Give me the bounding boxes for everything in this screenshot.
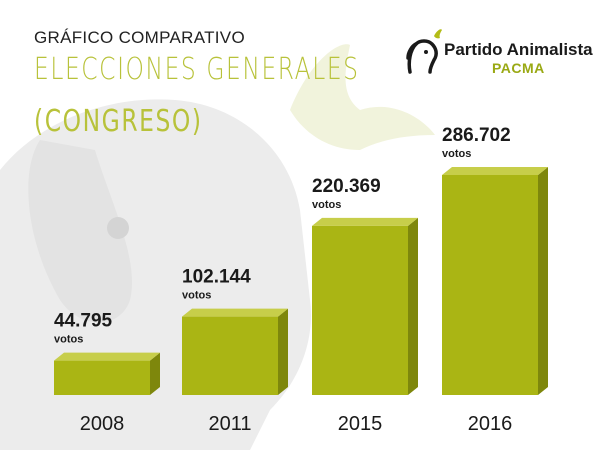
chart-title-line2: (CONGRESO) (34, 104, 203, 139)
bar-top-2015 (312, 217, 418, 226)
bar-unit-label: votos (442, 148, 471, 160)
logo-name: Partido Animalista (444, 40, 593, 59)
bar-top-2011 (182, 308, 288, 317)
bar-top-2008 (54, 352, 160, 361)
bar-unit-label: votos (54, 334, 83, 346)
chart-title: ELECCIONES GENERALES (34, 52, 360, 87)
pacma-logo: Partido Animalista PACMA (404, 22, 594, 82)
bar-side-2008 (150, 352, 160, 395)
bar-unit-label: votos (182, 290, 211, 302)
x-tick-label: 2015 (338, 413, 383, 435)
bar-2008 (54, 360, 150, 395)
bird-silhouette-icon (290, 44, 435, 150)
chart-subtitle: GRÁFICO COMPARATIVO (34, 28, 245, 47)
bar-side-2015 (408, 217, 418, 395)
bar-value-label: 286.702 (442, 125, 511, 146)
dog-eye-icon (107, 217, 129, 239)
bar-value-label: 220.369 (312, 176, 381, 197)
x-tick-label: 2011 (208, 413, 251, 435)
bar-2015 (312, 225, 408, 395)
bar-2011 (182, 316, 278, 395)
bar-value-label: 102.144 (182, 267, 251, 288)
x-tick-label: 2008 (80, 413, 125, 435)
bar-unit-label: votos (312, 199, 341, 211)
logo-acronym: PACMA (492, 60, 545, 76)
bar-value-label: 44.795 (54, 311, 113, 332)
dog-bird-logo-icon (406, 29, 442, 74)
bar-2016 (442, 175, 538, 395)
x-tick-label: 2016 (468, 413, 513, 435)
bar-side-2016 (538, 167, 548, 395)
bar-top-2016 (442, 167, 548, 175)
bar-side-2011 (278, 308, 288, 395)
